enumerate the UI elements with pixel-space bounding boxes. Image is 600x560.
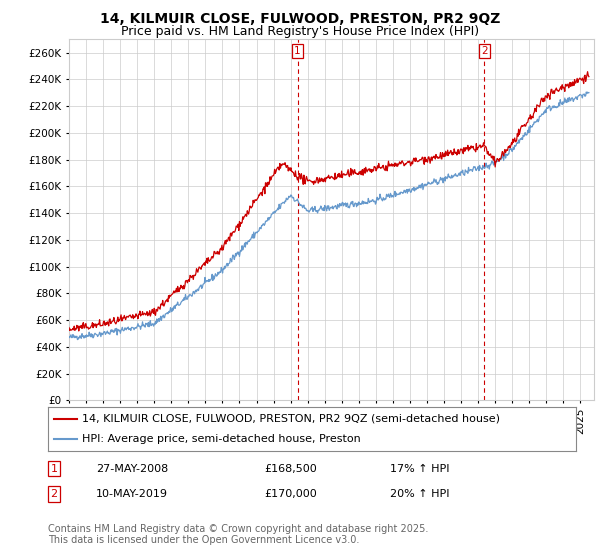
Text: 14, KILMUIR CLOSE, FULWOOD, PRESTON, PR2 9QZ: 14, KILMUIR CLOSE, FULWOOD, PRESTON, PR2… xyxy=(100,12,500,26)
Text: 17% ↑ HPI: 17% ↑ HPI xyxy=(390,464,449,474)
Text: 2: 2 xyxy=(481,46,488,56)
Text: 2: 2 xyxy=(50,489,58,499)
Text: Contains HM Land Registry data © Crown copyright and database right 2025.
This d: Contains HM Land Registry data © Crown c… xyxy=(48,524,428,545)
Text: 27-MAY-2008: 27-MAY-2008 xyxy=(96,464,168,474)
Text: £168,500: £168,500 xyxy=(264,464,317,474)
Text: Price paid vs. HM Land Registry's House Price Index (HPI): Price paid vs. HM Land Registry's House … xyxy=(121,25,479,38)
Text: 10-MAY-2019: 10-MAY-2019 xyxy=(96,489,168,499)
Text: HPI: Average price, semi-detached house, Preston: HPI: Average price, semi-detached house,… xyxy=(82,434,361,444)
Text: 14, KILMUIR CLOSE, FULWOOD, PRESTON, PR2 9QZ (semi-detached house): 14, KILMUIR CLOSE, FULWOOD, PRESTON, PR2… xyxy=(82,414,500,424)
Text: £170,000: £170,000 xyxy=(264,489,317,499)
Text: 1: 1 xyxy=(294,46,301,56)
Text: 20% ↑ HPI: 20% ↑ HPI xyxy=(390,489,449,499)
Text: 1: 1 xyxy=(50,464,58,474)
